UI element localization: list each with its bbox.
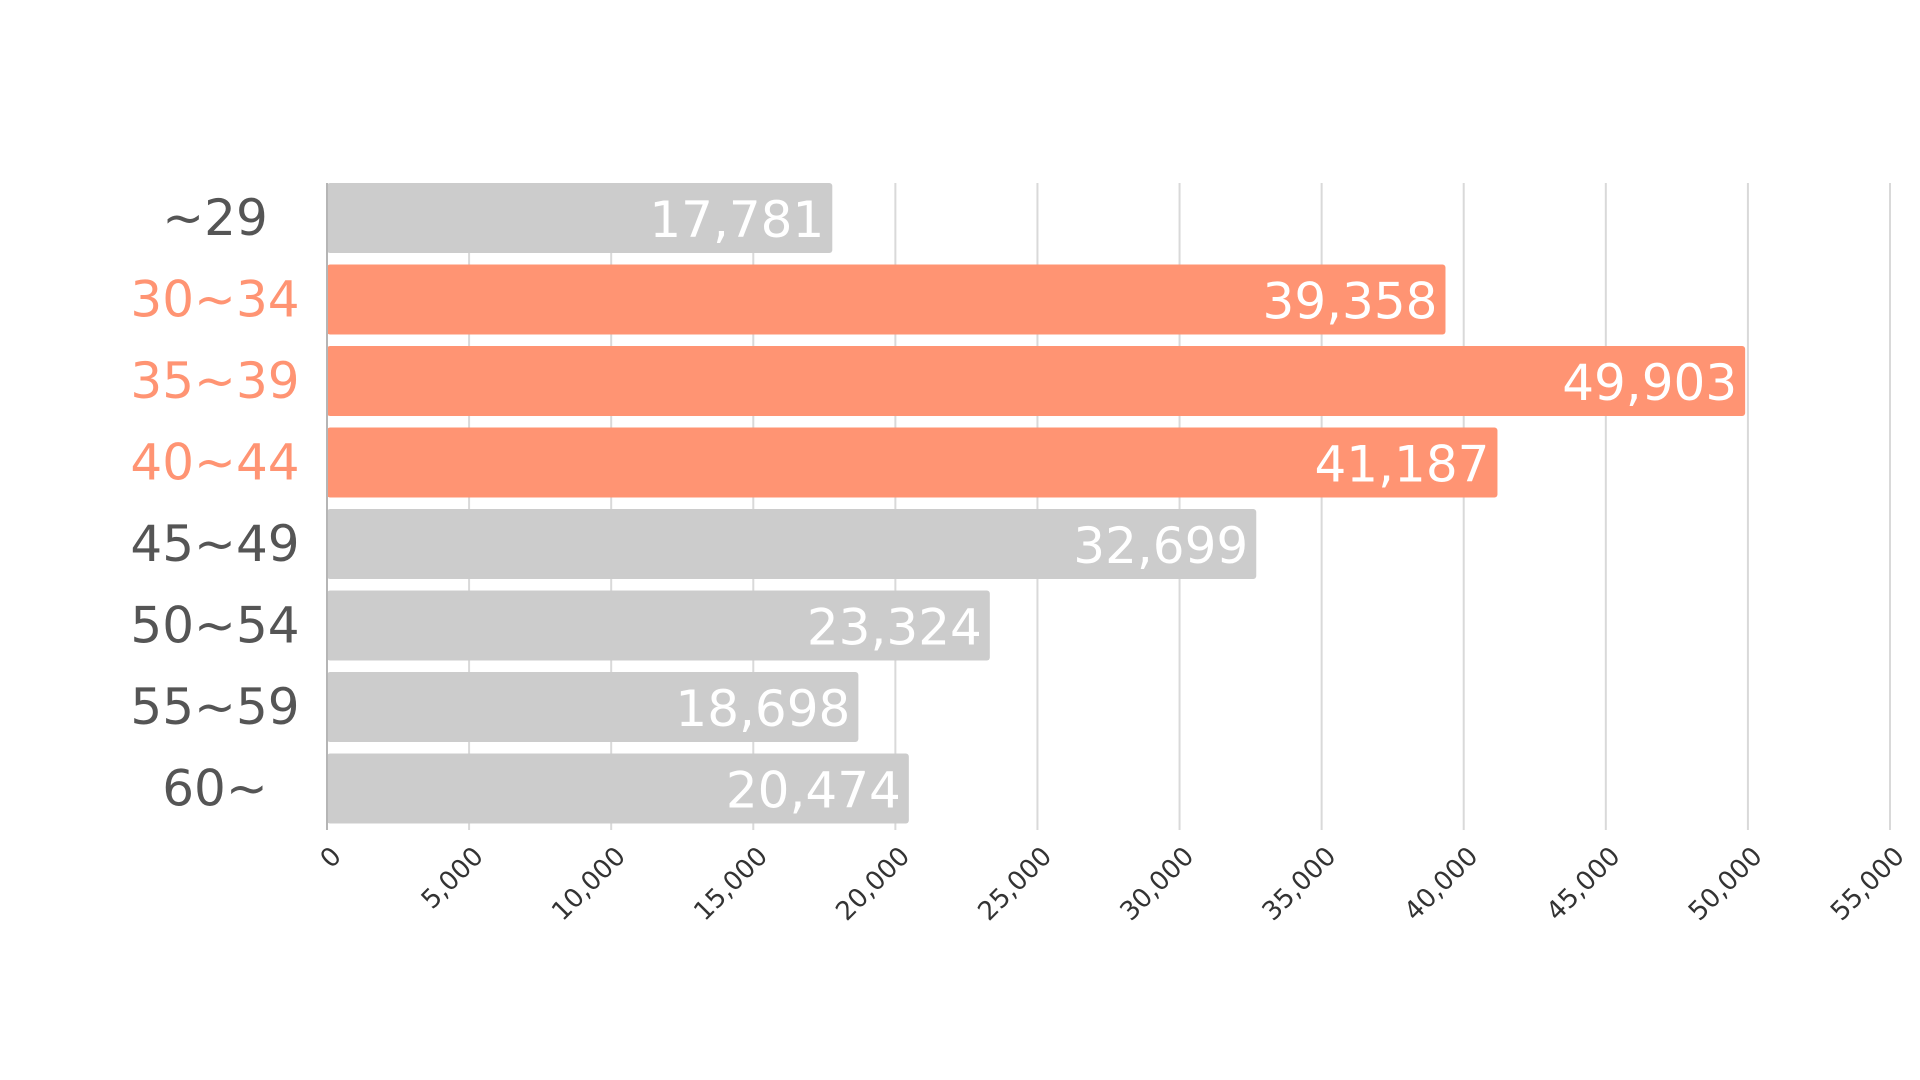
bar-2 <box>327 346 1746 416</box>
x-tick-label-9: 45,000 <box>1541 841 1627 927</box>
x-tick-label-3: 15,000 <box>688 841 774 927</box>
bar-5 <box>327 590 990 661</box>
category-label-2: 35~39 <box>130 352 299 410</box>
value-label-2: 49,903 <box>1562 354 1737 412</box>
bar-1 <box>327 264 1446 335</box>
bar-4 <box>327 509 1257 579</box>
bar-3 <box>327 427 1498 498</box>
category-label-3: 40~44 <box>130 434 299 492</box>
bar-0 <box>327 183 833 253</box>
value-label-3: 41,187 <box>1315 436 1490 494</box>
category-label-0: ~29 <box>162 189 268 247</box>
category-label-5: 50~54 <box>130 597 299 655</box>
x-tick-label-2: 10,000 <box>546 841 632 927</box>
x-tick-label-7: 35,000 <box>1257 841 1343 927</box>
category-label-1: 30~34 <box>130 271 299 329</box>
x-axis-tick-labels: 0 5,000 10,000 15,000 20,000 25,000 30,000 35,0… <box>315 841 1911 927</box>
category-label-7: 60~ <box>162 760 268 818</box>
x-tick-label-0: 0 <box>315 841 348 874</box>
value-label-5: 23,324 <box>807 599 982 657</box>
category-label-4: 45~49 <box>130 515 299 573</box>
x-tick-label-8: 40,000 <box>1399 841 1485 927</box>
bar-6 <box>327 672 859 742</box>
category-label-6: 55~59 <box>130 678 299 736</box>
bar-7 <box>327 753 909 824</box>
x-tick-label-5: 25,000 <box>973 841 1059 927</box>
x-tick-label-10: 50,000 <box>1683 841 1769 927</box>
value-label-6: 18,698 <box>675 680 850 738</box>
value-label-0: 17,781 <box>649 191 824 249</box>
value-label-4: 32,699 <box>1073 517 1248 575</box>
x-tick-label-6: 30,000 <box>1115 841 1201 927</box>
bars <box>327 183 1746 824</box>
category-labels: ~29 30~34 35~39 40~44 45~49 50~54 55~59 60~ <box>130 189 299 818</box>
x-tick-label-1: 5,000 <box>416 841 490 915</box>
value-label-1: 39,358 <box>1263 273 1438 331</box>
value-labels: 17,781 39,358 49,903 41,187 32,699 23,324 18,6… <box>649 191 1737 820</box>
x-tick-label-11: 55,000 <box>1825 841 1911 927</box>
x-tick-label-4: 20,000 <box>830 841 916 927</box>
value-label-7: 20,474 <box>726 762 901 820</box>
